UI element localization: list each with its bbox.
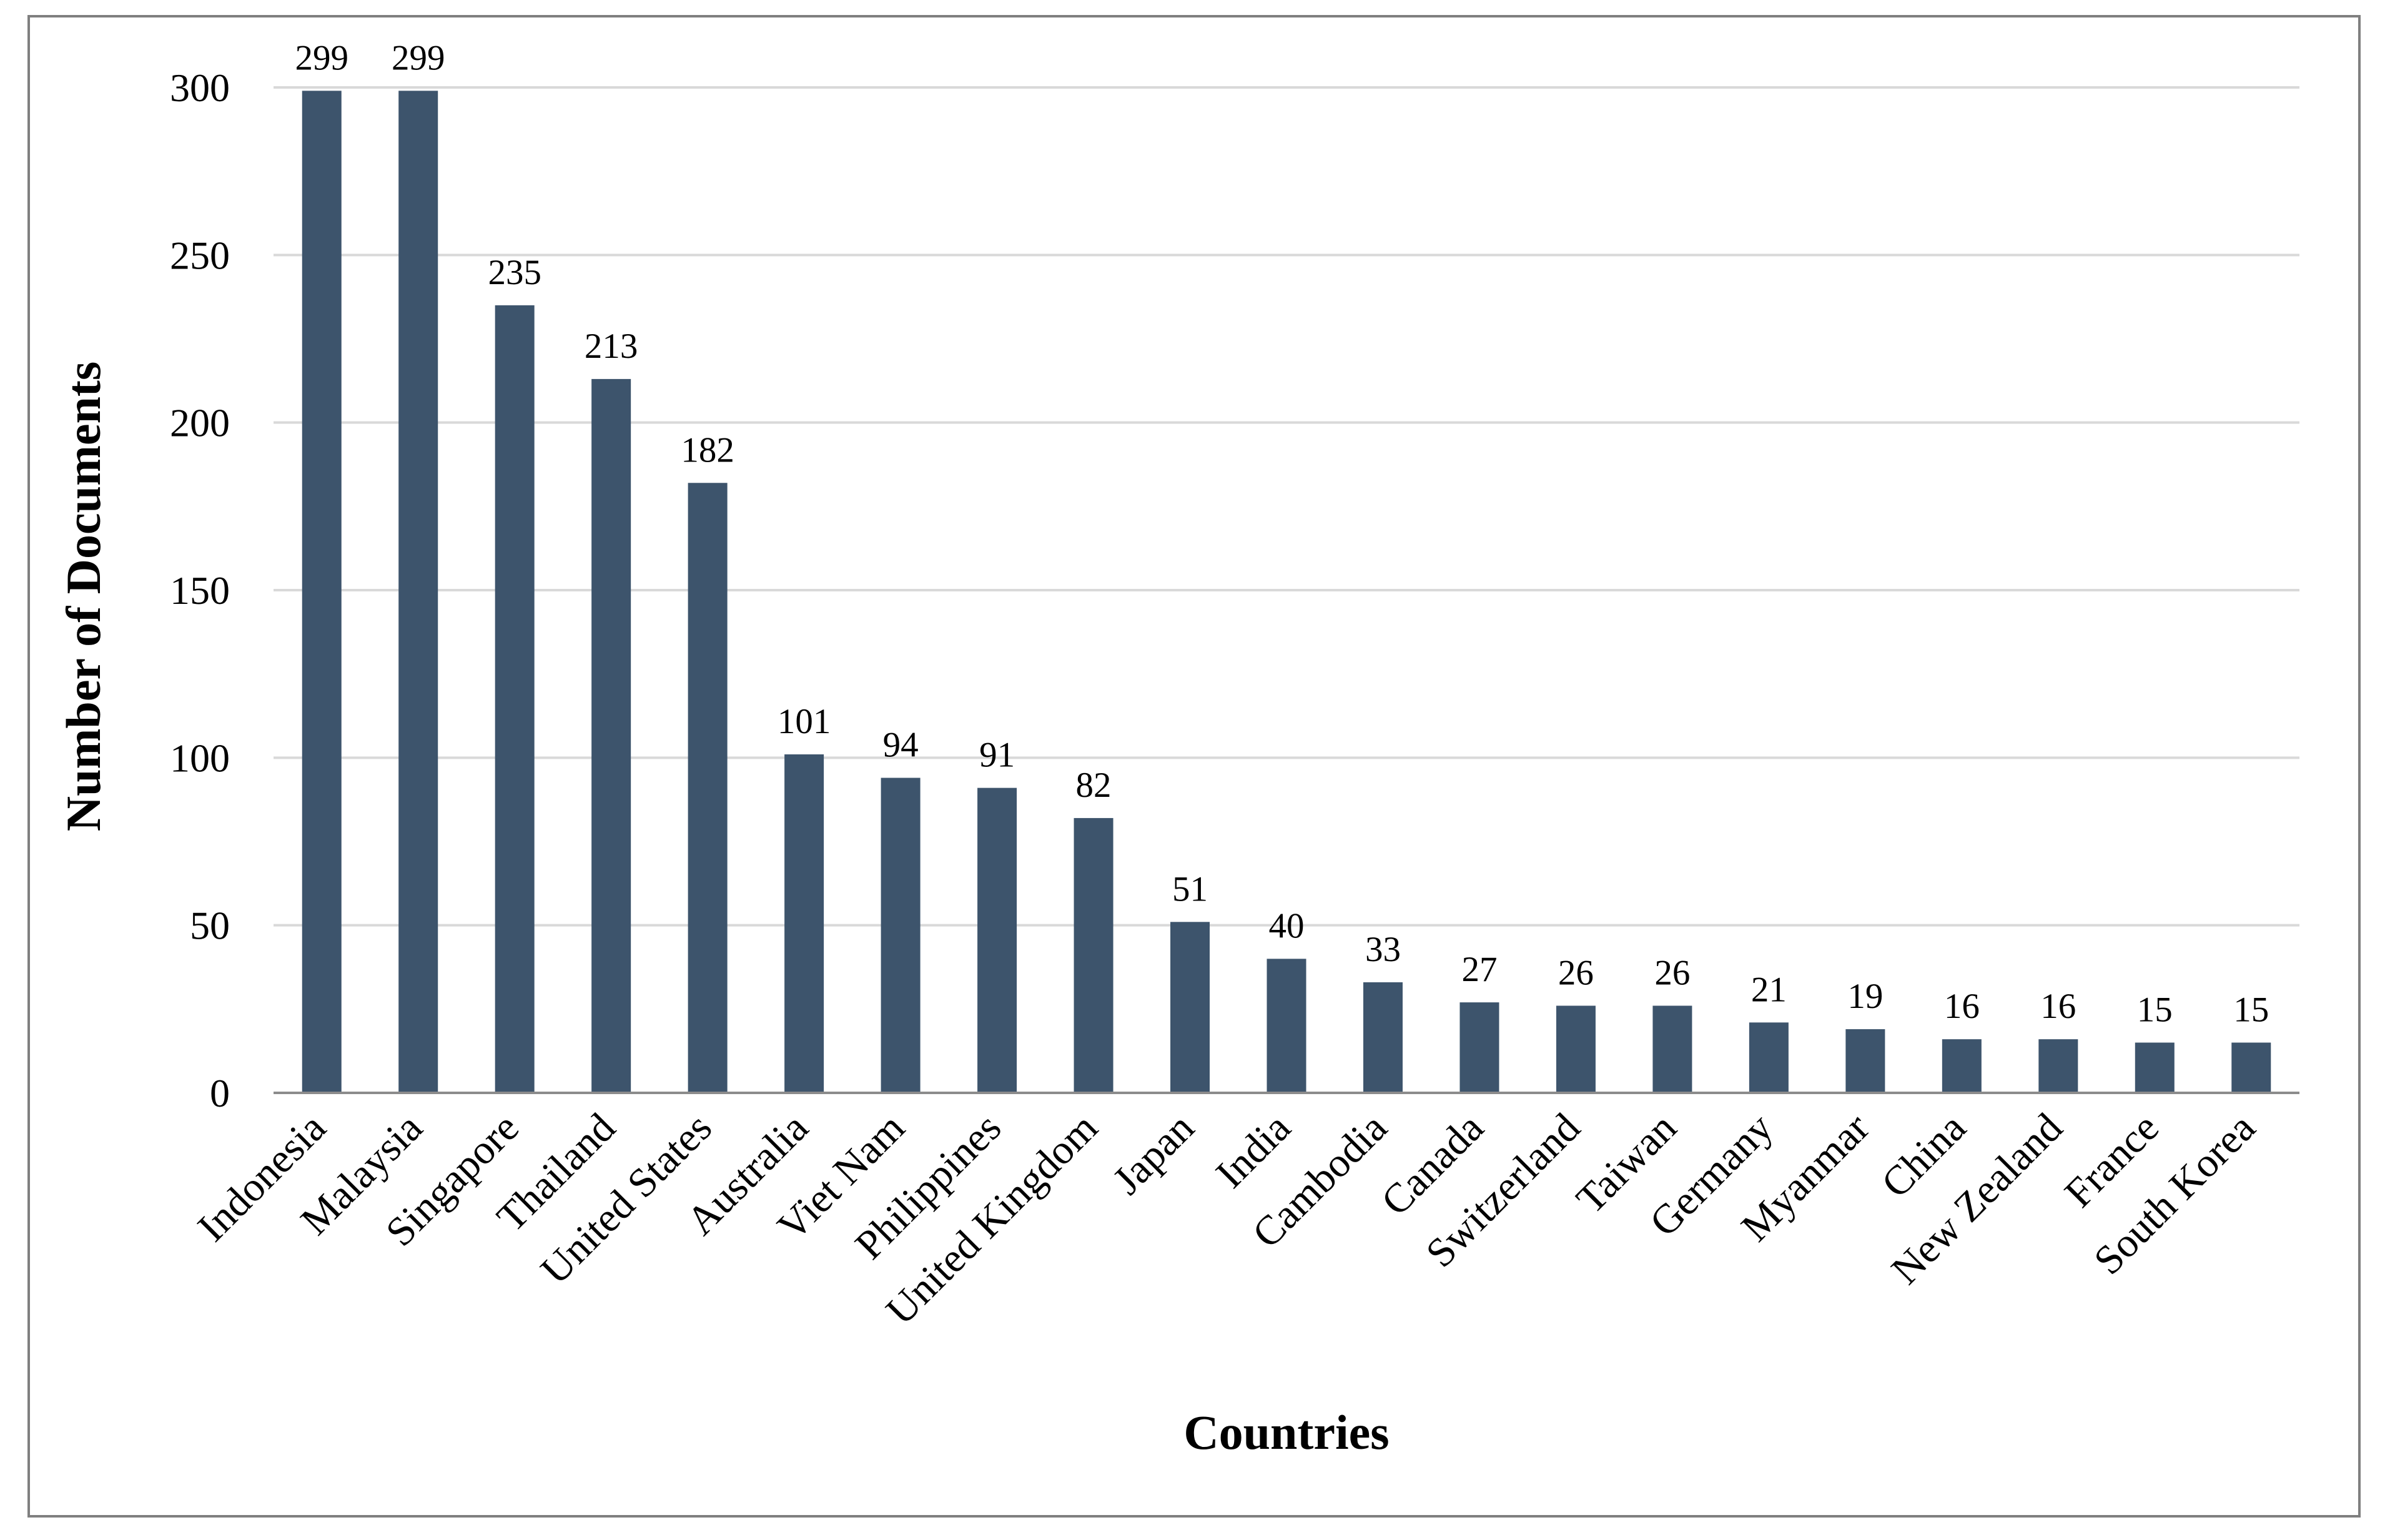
data-label: 51 — [1172, 869, 1208, 909]
bar — [1749, 1022, 1789, 1093]
y-tick-label: 200 — [170, 401, 230, 445]
data-label: 19 — [1847, 977, 1883, 1016]
data-label: 82 — [1076, 766, 1112, 805]
y-tick-label: 50 — [190, 904, 230, 948]
bar — [2135, 1042, 2175, 1093]
data-label: 15 — [2137, 990, 2173, 1030]
y-tick-label: 100 — [170, 736, 230, 780]
bar — [1556, 1005, 1596, 1093]
data-label: 21 — [1751, 970, 1787, 1009]
data-label: 15 — [2233, 990, 2269, 1030]
data-label: 16 — [2040, 987, 2076, 1026]
bar — [977, 787, 1017, 1093]
x-axis-categories: IndonesiaMalaysiaSingaporeThailandUnited… — [189, 1105, 2264, 1334]
bar — [1652, 1005, 1692, 1093]
bar — [398, 91, 438, 1093]
bar — [2231, 1042, 2271, 1093]
x-category-label: Japan — [1104, 1105, 1203, 1203]
bar — [1363, 982, 1403, 1093]
data-label: 40 — [1269, 906, 1305, 945]
data-label: 299 — [392, 38, 445, 77]
bar — [495, 305, 535, 1093]
data-label: 26 — [1558, 953, 1594, 992]
y-tick-label: 150 — [170, 568, 230, 613]
data-label: 213 — [585, 327, 638, 366]
y-tick-label: 250 — [170, 233, 230, 277]
data-label: 16 — [1944, 987, 1980, 1026]
bar — [881, 777, 921, 1093]
y-axis-ticks: 0 50 100 150 200 250 300 — [170, 66, 230, 1115]
data-label: 91 — [979, 736, 1015, 775]
x-axis-title: Countries — [1183, 1405, 1389, 1459]
data-label: 27 — [1461, 950, 1497, 989]
data-label: 299 — [295, 38, 348, 77]
data-label: 94 — [883, 726, 919, 765]
data-label: 235 — [488, 253, 541, 292]
bar — [1074, 817, 1114, 1093]
bar — [1170, 922, 1210, 1093]
bar — [1459, 1002, 1499, 1093]
bar — [1845, 1029, 1885, 1093]
y-axis-title: Number of Documents — [56, 362, 111, 832]
bar — [688, 483, 728, 1093]
data-label: 33 — [1365, 930, 1401, 969]
data-label: 26 — [1654, 953, 1690, 992]
y-tick-label: 0 — [210, 1071, 230, 1115]
bar — [2038, 1039, 2078, 1093]
data-label: 101 — [778, 702, 831, 741]
bar — [1267, 959, 1306, 1093]
bar — [302, 91, 342, 1093]
data-label: 182 — [681, 430, 734, 470]
data-labels: 299 299 235 213 182 101 94 91 82 51 40 33 27 26 26 21 19… — [295, 38, 2269, 1029]
bars — [302, 91, 2271, 1093]
bar — [784, 754, 824, 1093]
bar — [591, 378, 631, 1093]
gridlines — [274, 86, 2299, 927]
y-tick-label: 300 — [170, 66, 230, 110]
bar — [1942, 1039, 1982, 1093]
